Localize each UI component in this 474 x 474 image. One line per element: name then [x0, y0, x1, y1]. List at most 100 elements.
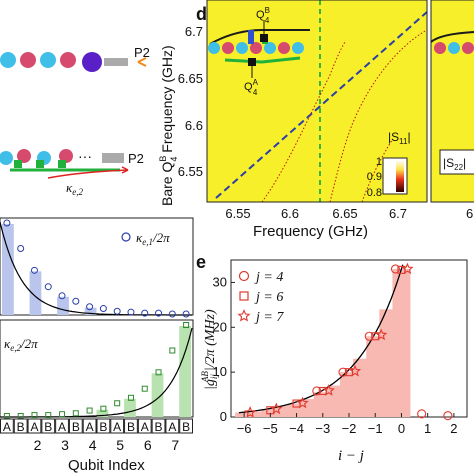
ab-label: B [155, 420, 163, 434]
kappa-point [113, 307, 121, 315]
kappa-point [3, 413, 10, 419]
ab-label: B [127, 420, 135, 434]
q4b-label: QB 4 [256, 6, 270, 25]
qubit-dot-icon [82, 52, 102, 72]
x-tick-label: −3 [315, 421, 330, 436]
kappa-point [141, 309, 149, 317]
qubit-number: 6 [144, 437, 152, 453]
qubit-number: 7 [171, 437, 179, 453]
ab-label: B [44, 420, 52, 434]
legend-square-icon [239, 291, 249, 301]
colorbar-title-s11: |S11| [388, 130, 411, 146]
colorbar-box [439, 149, 474, 175]
qubit-dot-icon [0, 151, 13, 165]
ab-label: A [30, 420, 38, 434]
kappa-bar [179, 326, 191, 417]
qubit-dot-icon [17, 149, 31, 163]
kappa-point [168, 310, 176, 318]
waveguide-line [209, 29, 310, 45]
spectrum-ylabel: Bare QB4 Frequency (GHz) [158, 45, 179, 206]
ab-box [55, 418, 69, 434]
ab-box [82, 418, 97, 434]
kappa-point [58, 292, 66, 300]
kappa-point [127, 308, 135, 316]
legend-label: j = 6 [254, 290, 283, 305]
x-tick-label: −1 [368, 421, 383, 436]
qubit-dot-icon [60, 52, 76, 68]
kappa-point [141, 385, 148, 392]
kappa-point [99, 305, 107, 313]
arrow-head-icon [121, 166, 129, 174]
x-tick-label: 6.7 [389, 206, 407, 221]
arrow-icon [137, 57, 147, 67]
coupling-chart: 0 10 20 30 −6 −5 −4 −3 −2 −1 0 1 2 |gijAB|/2π (MHz)… [200, 259, 468, 464]
colorbar-tick: 0.9 [367, 171, 382, 183]
ab-label: A [168, 420, 176, 434]
coupler-block [36, 160, 44, 168]
data-point-circle [443, 411, 453, 421]
qubit-number: 2 [34, 437, 42, 453]
y-tick-label: 30 [213, 274, 227, 289]
qubit-number: 3 [61, 437, 69, 453]
data-point-circle [338, 367, 348, 377]
bar [261, 408, 280, 417]
spectrum-yaxis: 6.7 6.65 6.6 6.55 Bare QB4 Frequency (GH… [158, 24, 203, 206]
ab-label: B [182, 420, 190, 434]
qubit-dot-icon [236, 42, 248, 54]
data-point-circle [312, 386, 322, 396]
x-tick-label: 6.55 [225, 206, 250, 221]
ab-box [68, 418, 83, 434]
kappa-point [183, 322, 190, 328]
legend-label: j = 4 [254, 270, 283, 285]
kappa-point [182, 310, 190, 318]
kappa-bar [84, 307, 97, 315]
kappa-point [100, 405, 107, 412]
q4a-label: QA 4 [244, 78, 259, 97]
ab-label: A [58, 420, 66, 434]
y-tick-label: 10 [213, 364, 227, 379]
qubit-dot-icon [208, 42, 220, 54]
kappa-point [127, 394, 134, 401]
colorbar-title-s22: |S22| [443, 156, 466, 172]
port-label-bottom: P2 [128, 151, 144, 166]
kappa-point [72, 297, 80, 305]
data-point-star [270, 402, 283, 415]
ab-label: A [86, 420, 94, 434]
port-waveguide [102, 153, 124, 163]
ab-box [165, 418, 180, 434]
data-point-star [322, 384, 335, 396]
ab-box [179, 418, 193, 434]
ab-box [13, 418, 28, 434]
coupler-block [58, 160, 66, 168]
bar [392, 268, 411, 417]
plot-frame [0, 319, 194, 418]
data-point-circle [390, 264, 400, 274]
colorbar-tick: 1 [376, 156, 382, 168]
qubit-dot-icon [264, 42, 276, 54]
ab-label: B [99, 420, 107, 434]
colorbar-tick: 0.8 [367, 187, 382, 199]
y-tick-label: 6.55 [178, 164, 203, 179]
y-tick-label: 6.7 [185, 24, 203, 39]
kappa-plot-top: κe,1/2π [0, 217, 194, 318]
ab-box [110, 418, 125, 434]
qubit-dot-icon [0, 52, 16, 68]
data-point-star [401, 262, 414, 275]
plot-frame [206, 0, 428, 203]
y-tick-label: 20 [213, 319, 227, 334]
kappa-point [17, 413, 24, 419]
kappa-point [17, 244, 25, 252]
kappa-bar [151, 373, 164, 417]
ab-box [41, 418, 56, 434]
kappa-point [169, 347, 176, 354]
ab-label: B [72, 420, 80, 434]
port-label-top: P2 [134, 45, 150, 60]
ab-label: A [113, 420, 121, 434]
ellipsis: ··· [78, 148, 92, 164]
y-tick-label: 6.6 [185, 118, 203, 133]
port-waveguide [104, 58, 128, 66]
plot-frame [430, 0, 474, 203]
y-tick-label: 6.65 [178, 71, 203, 86]
waveguide-line [430, 31, 474, 43]
